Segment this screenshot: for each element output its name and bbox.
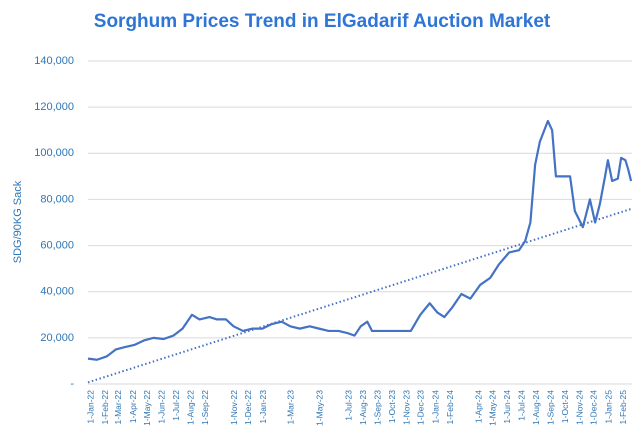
x-tick-label: 1-Mar-23 — [286, 390, 296, 425]
x-tick-label: 1-Nov-23 — [401, 390, 411, 425]
x-tick-label: 1-Dec-22 — [243, 390, 253, 425]
chart-title: Sorghum Prices Trend in ElGadarif Auctio… — [94, 11, 551, 32]
x-tick-label: 1-Oct-23 — [387, 390, 397, 423]
x-tick-label: 1-May-24 — [487, 390, 497, 426]
x-tick-label: 1-Jun-22 — [157, 390, 167, 424]
y-tick-label: 20,000 — [40, 332, 74, 344]
y-tick-label: - — [70, 378, 74, 390]
trendline — [87, 207, 633, 384]
x-tick-label: 1-Oct-24 — [560, 390, 570, 423]
y-tick-label: 100,000 — [34, 147, 74, 159]
y-tick-label: 60,000 — [40, 239, 74, 251]
y-tick-label: 80,000 — [40, 193, 74, 205]
x-tick-label: 1-Dec-24 — [589, 390, 599, 425]
x-tick-label: 1-Nov-24 — [574, 390, 584, 425]
x-tick-label: 1-Mar-22 — [113, 390, 123, 425]
x-tick-label: 1-Aug-23 — [358, 390, 368, 425]
x-tick-label: 1-Jan-24 — [430, 390, 440, 424]
x-tick-label: 1-Feb-24 — [445, 390, 455, 425]
x-tick-label: 1-Aug-22 — [185, 390, 195, 425]
x-tick-label: 1-Jul-23 — [343, 390, 353, 421]
x-tick-label: 1-Feb-25 — [618, 390, 628, 425]
x-tick-label: 1-Sep-22 — [200, 390, 210, 425]
x-tick-label: 1-Jun-24 — [502, 390, 512, 424]
x-tick-label: 1-Jul-24 — [516, 390, 526, 421]
x-tick-label: 1-Jan-25 — [603, 390, 613, 424]
x-tick-label: 1-May-22 — [142, 390, 152, 426]
x-tick-label: 1-Nov-22 — [229, 390, 239, 425]
y-tick-label: 120,000 — [34, 101, 74, 113]
x-tick-label: 1-Aug-24 — [531, 390, 541, 425]
x-tick-label: 1-Jan-23 — [258, 390, 268, 424]
y-axis-label: SDG/90KG Sack — [12, 180, 24, 263]
x-tick-label: 1-Sep-24 — [546, 390, 556, 425]
x-tick-label: 1-Jan-22 — [85, 390, 95, 424]
x-tick-label: 1-Sep-23 — [373, 390, 383, 425]
price-line — [87, 119, 633, 361]
y-tick-label: 140,000 — [34, 55, 74, 67]
x-tick-label: 1-Apr-24 — [473, 390, 483, 423]
x-tick-label: 1-Feb-22 — [100, 390, 110, 425]
x-tick-label: 1-Apr-22 — [128, 390, 138, 423]
x-tick-label: 1-May-23 — [314, 390, 324, 426]
y-tick-label: 40,000 — [40, 286, 74, 298]
x-tick-label: 1-Dec-23 — [416, 390, 426, 425]
x-tick-label: 1-Jul-22 — [171, 390, 181, 421]
